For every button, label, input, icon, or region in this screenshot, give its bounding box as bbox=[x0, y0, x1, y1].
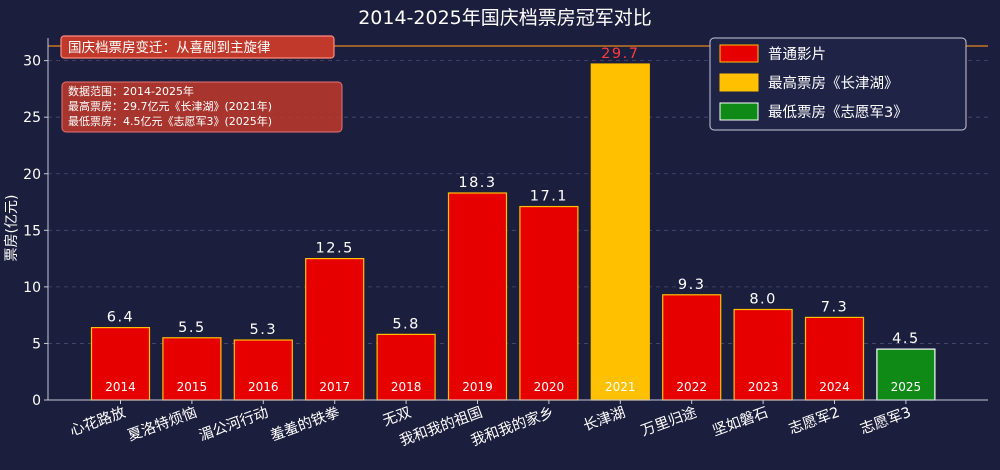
y-tick-label: 25 bbox=[23, 110, 41, 126]
bar-year-label: 2016 bbox=[248, 380, 279, 394]
legend-swatch-normal bbox=[719, 44, 759, 63]
bar-year-label: 2015 bbox=[177, 380, 208, 394]
bar-value-label: 5.5 bbox=[178, 320, 206, 336]
x-tick-label: 志愿军3 bbox=[858, 404, 913, 438]
info-line-range: 数据范围：2014-2025年 bbox=[68, 84, 194, 98]
bar bbox=[733, 308, 793, 401]
bar-value-label: 5.3 bbox=[250, 322, 278, 338]
info-line-lowest: 最低票房：4.5亿元《志愿军3》(2025年) bbox=[68, 114, 272, 128]
bar bbox=[876, 348, 936, 401]
x-tick-label: 志愿军2 bbox=[786, 404, 841, 438]
bar-value-label: 9.3 bbox=[678, 277, 706, 293]
bar-year-label: 2025 bbox=[891, 380, 922, 394]
y-tick-label: 15 bbox=[23, 223, 41, 239]
bar-year-label: 2022 bbox=[676, 380, 707, 394]
bars: 6.4 2014 5.5 2015 5.3 2016 12.5 2017 5.8 2018 18.3… bbox=[90, 46, 936, 401]
bar bbox=[447, 192, 508, 401]
bar bbox=[376, 333, 436, 401]
bar-year-label: 2023 bbox=[748, 380, 779, 394]
bar bbox=[519, 205, 579, 401]
y-tick-label: 5 bbox=[32, 336, 41, 352]
bar bbox=[233, 339, 293, 401]
bar bbox=[662, 294, 722, 401]
bar-value-label: 12.5 bbox=[316, 241, 354, 257]
headline-text: 国庆档票房变迁：从喜剧到主旋律 bbox=[68, 40, 271, 56]
legend-label-lowest: 最低票房《志愿军3》 bbox=[768, 104, 908, 121]
bar bbox=[90, 327, 151, 401]
bar-value-label: 5.8 bbox=[392, 316, 420, 332]
bar-value-label: 8.0 bbox=[749, 292, 777, 308]
bar-value-label: 18.3 bbox=[458, 175, 496, 191]
bar-year-label: 2018 bbox=[391, 380, 422, 394]
y-tick-label: 10 bbox=[23, 280, 41, 296]
bar-year-label: 2014 bbox=[105, 380, 136, 394]
legend-swatch-highest bbox=[719, 73, 759, 92]
y-tick-label: 0 bbox=[32, 393, 41, 409]
legend-label-highest: 最高票房《长津湖》 bbox=[768, 75, 899, 92]
legend: 普通影片 最高票房《长津湖》 最低票房《志愿军3》 bbox=[709, 37, 967, 131]
x-tick-label: 万里归途 bbox=[639, 404, 700, 440]
bar-value-label: 17.1 bbox=[530, 189, 568, 205]
bar-year-label: 2017 bbox=[319, 380, 350, 394]
bar-year-label: 2019 bbox=[462, 380, 493, 394]
bar-value-label: 4.5 bbox=[892, 331, 920, 347]
info-box: 数据范围：2014-2025年 最高票房：29.7亿元《长津湖》(2021年) … bbox=[61, 81, 343, 133]
info-line-highest: 最高票房：29.7亿元《长津湖》(2021年) bbox=[68, 99, 272, 113]
bar bbox=[804, 316, 865, 401]
x-tick-label: 心花路放 bbox=[68, 404, 129, 440]
legend-swatch-lowest bbox=[719, 102, 759, 121]
y-tick-label: 30 bbox=[23, 54, 41, 70]
chart-title: 2014-2025年国庆档票房冠军对比 bbox=[358, 7, 652, 29]
bar-year-label: 2020 bbox=[534, 380, 565, 394]
bar-year-label: 2021 bbox=[605, 380, 636, 394]
y-axis-label: 票房(亿元) bbox=[4, 195, 20, 262]
x-tick-label: 湄公河行动 bbox=[197, 404, 271, 445]
headline-box: 国庆档票房变迁：从喜剧到主旋律 bbox=[60, 35, 335, 59]
x-tick-label: 我和我的家乡 bbox=[469, 404, 557, 450]
bar-value-label: 29.7 bbox=[601, 46, 639, 62]
x-tick-label: 坚如磐石 bbox=[710, 404, 770, 440]
bar-value-label: 6.4 bbox=[107, 310, 135, 326]
legend-label-normal: 普通影片 bbox=[768, 46, 826, 63]
x-tick-label: 长津湖 bbox=[581, 404, 628, 435]
y-axis-ticks: 0 5 10 15 20 25 30 bbox=[23, 54, 48, 409]
bar bbox=[590, 63, 650, 401]
bar bbox=[162, 337, 222, 401]
bar-value-label: 7.3 bbox=[821, 299, 849, 315]
bar-year-label: 2024 bbox=[819, 380, 850, 394]
x-tick-label: 羞羞的铁拳 bbox=[268, 404, 342, 445]
y-tick-label: 20 bbox=[23, 167, 41, 183]
x-tick-label: 夏洛特烦恼 bbox=[125, 404, 199, 445]
bar bbox=[305, 257, 365, 401]
x-tick-label: 无双 bbox=[380, 404, 413, 430]
